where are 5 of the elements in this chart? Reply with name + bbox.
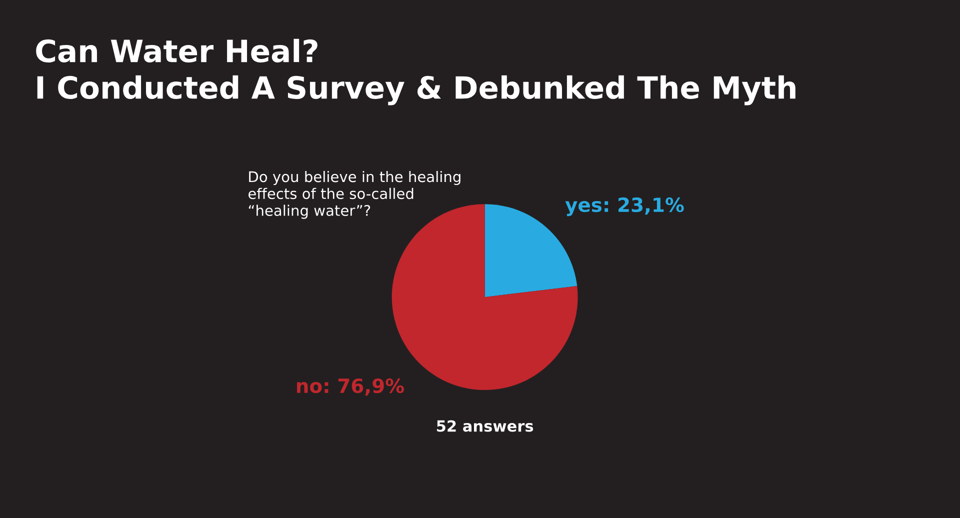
chart-subtitle: Do you believe in the healing effects of the so-called “healing water”?	[248, 170, 460, 219]
slice-label: no: 76,9%	[297, 378, 404, 396]
slice-label: yes: 23,1%	[565, 197, 684, 216]
text: 52 answers	[437, 420, 534, 432]
chart-title: Can Water Heal? I Conducted A Survey & Debunked The Myth	[36, 38, 796, 106]
